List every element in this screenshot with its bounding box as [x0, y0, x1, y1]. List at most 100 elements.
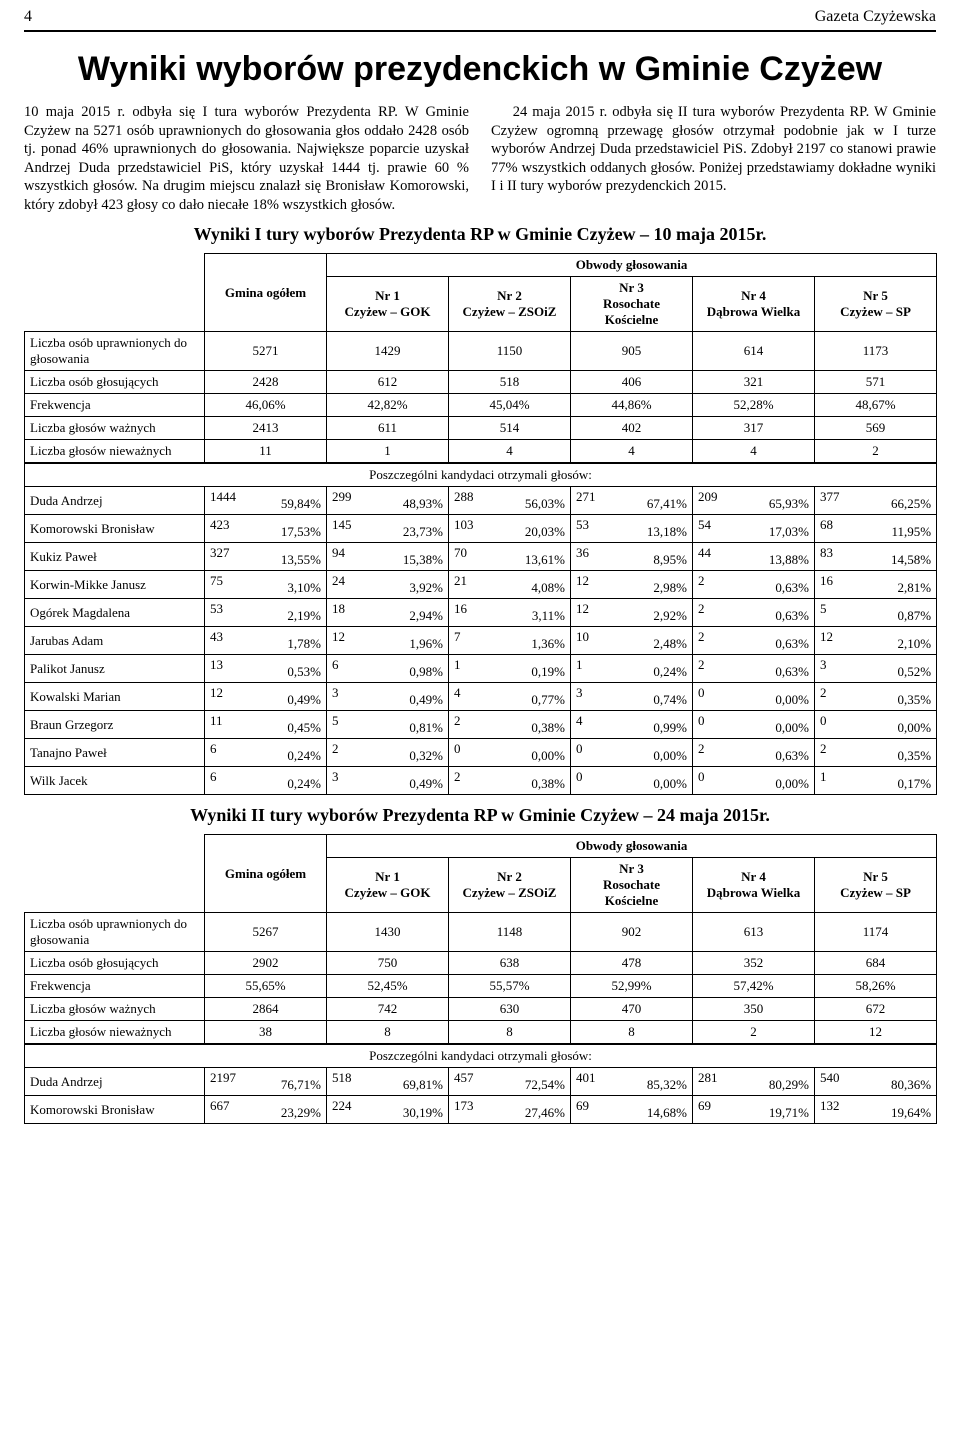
cell: 2902: [205, 952, 327, 975]
candidate-cell: 20,32%: [327, 739, 449, 767]
cell: 684: [815, 952, 937, 975]
results-table-round1: Gmina ogółemObwody głosowaniaNr 1Czyżew …: [24, 253, 937, 795]
candidate-cell: 182,94%: [327, 599, 449, 627]
cell: 478: [571, 952, 693, 975]
candidate-cell: 20,63%: [693, 599, 815, 627]
candidate-row: Braun Grzegorz110,45%50,81%20,38%40,99%0…: [25, 711, 937, 739]
candidate-name: Braun Grzegorz: [25, 711, 205, 739]
candidate-cell: 163,11%: [449, 599, 571, 627]
col-obwod-5: Nr 5Czyżew – SP: [815, 858, 937, 913]
row-label: Frekwencja: [25, 394, 205, 417]
cell: 2864: [205, 998, 327, 1021]
candidate-cell: 37766,25%: [815, 487, 937, 515]
cell: 4: [693, 440, 815, 464]
candidate-cell: 00,00%: [571, 739, 693, 767]
candidate-cell: 6914,68%: [571, 1096, 693, 1124]
summary-row: Frekwencja46,06%42,82%45,04%44,86%52,28%…: [25, 394, 937, 417]
cell: 44,86%: [571, 394, 693, 417]
cell: 2: [815, 440, 937, 464]
row-label: Liczba głosów ważnych: [25, 417, 205, 440]
candidate-cell: 30,52%: [815, 655, 937, 683]
table2-title: Wyniki II tury wyborów Prezydenta RP w G…: [24, 805, 936, 826]
candidate-cell: 54080,36%: [815, 1068, 937, 1096]
candidate-cell: 122,98%: [571, 571, 693, 599]
candidate-cell: 122,10%: [815, 627, 937, 655]
cell: 1: [327, 440, 449, 464]
cell: 742: [327, 998, 449, 1021]
cell: 2428: [205, 371, 327, 394]
cell: 8: [327, 1021, 449, 1045]
summary-row: Liczba głosów nieważnych38888212: [25, 1021, 937, 1045]
candidate-cell: 5417,03%: [693, 515, 815, 543]
candidate-row: Duda Andrzej144459,84%29948,93%28856,03%…: [25, 487, 937, 515]
candidate-cell: 243,92%: [327, 571, 449, 599]
candidate-cell: 00,00%: [449, 739, 571, 767]
cell: 11: [205, 440, 327, 464]
col-gmina: Gmina ogółem: [205, 835, 327, 913]
cell: 571: [815, 371, 937, 394]
candidate-row: Tanajno Paweł60,24%20,32%00,00%00,00%20,…: [25, 739, 937, 767]
candidate-cell: 29948,93%: [327, 487, 449, 515]
cell: 630: [449, 998, 571, 1021]
col-gmina: Gmina ogółem: [205, 254, 327, 332]
intro-p1: 10 maja 2015 r. odbyła się I tura wyboró…: [24, 103, 469, 214]
candidate-cell: 17327,46%: [449, 1096, 571, 1124]
summary-row: Liczba głosów ważnych2413611514402317569: [25, 417, 937, 440]
col-obwod-1: Nr 1Czyżew – GOK: [327, 858, 449, 913]
candidate-cell: 431,78%: [205, 627, 327, 655]
summary-row: Liczba osób uprawnionych do głosowania52…: [25, 332, 937, 371]
cell: 614: [693, 332, 815, 371]
candidate-name: Duda Andrzej: [25, 1068, 205, 1096]
cell: 518: [449, 371, 571, 394]
candidate-cell: 00,00%: [693, 711, 815, 739]
intro-columns: 10 maja 2015 r. odbyła się I tura wyboró…: [24, 103, 936, 214]
article-title: Wyniki wyborów prezydenckich w Gminie Cz…: [24, 50, 936, 89]
col-obwod-1: Nr 1Czyżew – GOK: [327, 277, 449, 332]
cell: 569: [815, 417, 937, 440]
candidate-cell: 71,36%: [449, 627, 571, 655]
cell: 638: [449, 952, 571, 975]
row-label: Liczba głosów ważnych: [25, 998, 205, 1021]
candidate-cell: 30,49%: [327, 683, 449, 711]
candidate-cell: 20,35%: [815, 683, 937, 711]
candidate-row: Wilk Jacek60,24%30,49%20,38%00,00%00,00%…: [25, 767, 937, 795]
candidate-row: Ogórek Magdalena532,19%182,94%163,11%122…: [25, 599, 937, 627]
candidate-cell: 50,81%: [327, 711, 449, 739]
candidate-cell: 9415,38%: [327, 543, 449, 571]
summary-row: Frekwencja55,65%52,45%55,57%52,99%57,42%…: [25, 975, 937, 998]
candidate-cell: 60,24%: [205, 767, 327, 795]
col-obwod-4: Nr 4Dąbrowa Wielka: [693, 858, 815, 913]
cell: 317: [693, 417, 815, 440]
cell: 2413: [205, 417, 327, 440]
candidate-name: Wilk Jacek: [25, 767, 205, 795]
cell: 5271: [205, 332, 327, 371]
cell: 612: [327, 371, 449, 394]
cell: 613: [693, 913, 815, 952]
cell: 905: [571, 332, 693, 371]
candidate-cell: 20,63%: [693, 571, 815, 599]
cell: 8: [571, 1021, 693, 1045]
candidate-cell: 753,10%: [205, 571, 327, 599]
row-label: Liczba osób głosujących: [25, 371, 205, 394]
candidate-cell: 30,49%: [327, 767, 449, 795]
candidate-cell: 130,53%: [205, 655, 327, 683]
candidate-row: Komorowski Bronisław42317,53%14523,73%10…: [25, 515, 937, 543]
candidate-cell: 00,00%: [693, 767, 815, 795]
cell: 52,45%: [327, 975, 449, 998]
candidate-cell: 60,98%: [327, 655, 449, 683]
cell: 42,82%: [327, 394, 449, 417]
row-label: Frekwencja: [25, 975, 205, 998]
col-obwod-5: Nr 5Czyżew – SP: [815, 277, 937, 332]
candidate-name: Korwin-Mikke Janusz: [25, 571, 205, 599]
candidate-cell: 40,99%: [571, 711, 693, 739]
candidate-cell: 6811,95%: [815, 515, 937, 543]
candidate-cell: 5313,18%: [571, 515, 693, 543]
candidate-cell: 50,87%: [815, 599, 937, 627]
candidate-cell: 42317,53%: [205, 515, 327, 543]
candidate-cell: 122,92%: [571, 599, 693, 627]
cell: 52,28%: [693, 394, 815, 417]
publication-name: Gazeta Czyżewska: [815, 8, 936, 26]
candidate-cell: 144459,84%: [205, 487, 327, 515]
row-label: Liczba osób uprawnionych do głosowania: [25, 332, 205, 371]
summary-row: Liczba osób uprawnionych do głosowania52…: [25, 913, 937, 952]
